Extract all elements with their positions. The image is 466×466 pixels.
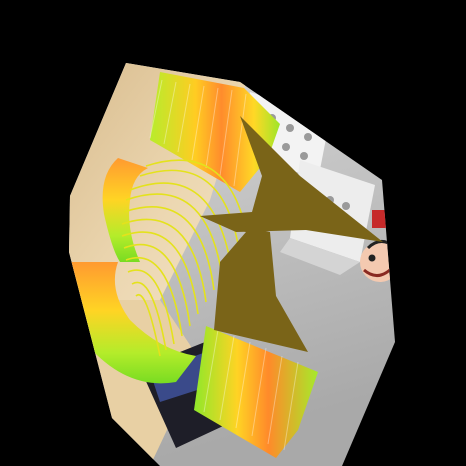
image-stage — [0, 0, 466, 466]
scene-canvas — [0, 0, 466, 466]
photo-region — [0, 0, 466, 466]
